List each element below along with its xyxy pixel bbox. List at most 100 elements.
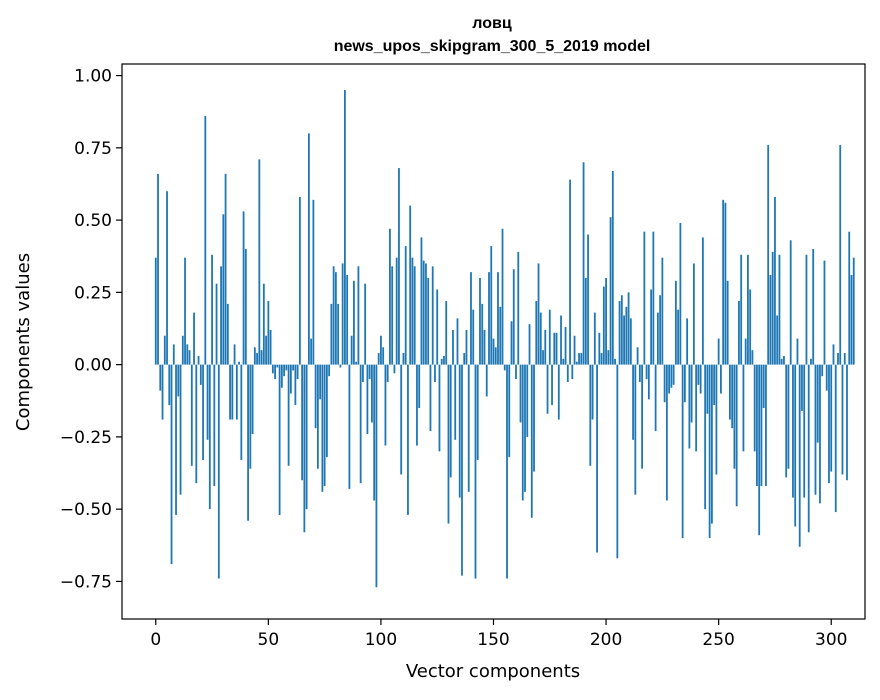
bar-107 xyxy=(395,257,398,365)
bar-69 xyxy=(310,338,313,365)
bar-287 xyxy=(801,364,803,411)
bar-18 xyxy=(195,364,198,484)
bar-209 xyxy=(625,306,628,365)
bar-201 xyxy=(607,350,610,365)
bar-110 xyxy=(402,353,405,365)
bar-141 xyxy=(472,309,475,365)
bar-299 xyxy=(828,364,830,484)
bar-186 xyxy=(573,335,576,365)
bar-193 xyxy=(589,364,592,466)
bar-78 xyxy=(330,303,333,365)
bar-273 xyxy=(769,275,772,365)
bar-260 xyxy=(740,254,743,365)
bar-222 xyxy=(654,364,657,432)
bar-139 xyxy=(467,364,470,492)
bar-67 xyxy=(305,364,308,510)
bar-309 xyxy=(850,275,853,365)
bar-261 xyxy=(742,364,745,452)
bar-3 xyxy=(161,364,164,420)
bar-293 xyxy=(814,364,817,495)
bar-46 xyxy=(258,159,261,365)
bar-169 xyxy=(535,301,538,365)
bar-94 xyxy=(366,364,369,435)
x-axis-label: Vector components xyxy=(406,661,580,682)
bar-274 xyxy=(771,251,774,365)
bar-38 xyxy=(240,364,243,461)
bar-66 xyxy=(303,364,306,533)
bar-306 xyxy=(843,353,846,365)
bar-108 xyxy=(398,168,400,365)
bar-203 xyxy=(611,170,614,365)
bar-253 xyxy=(724,202,727,365)
y-tick-label: 1.00 xyxy=(74,67,112,87)
bar-123 xyxy=(431,266,434,365)
bar-13 xyxy=(184,257,186,365)
bar-243 xyxy=(701,237,704,365)
bar-178 xyxy=(555,332,558,365)
bar-298 xyxy=(825,364,828,391)
bar-254 xyxy=(726,280,729,365)
bar-129 xyxy=(445,301,448,365)
bar-48 xyxy=(262,283,265,365)
bar-250 xyxy=(717,338,720,365)
bar-177 xyxy=(553,332,556,365)
bar-85 xyxy=(346,275,349,365)
bar-221 xyxy=(652,231,655,365)
bar-88 xyxy=(353,280,355,365)
bars-group xyxy=(154,90,855,588)
plot-frame xyxy=(121,63,866,620)
bar-71 xyxy=(314,364,317,429)
bar-55 xyxy=(278,364,281,515)
bar-65 xyxy=(301,364,304,481)
bar-225 xyxy=(661,257,664,365)
bar-106 xyxy=(393,364,396,374)
bar-262 xyxy=(744,338,747,365)
bar-121 xyxy=(427,277,430,365)
bar-235 xyxy=(683,364,686,403)
bar-45 xyxy=(256,353,258,365)
bar-167 xyxy=(530,364,533,518)
bar-0 xyxy=(154,257,157,365)
bar-113 xyxy=(409,205,412,365)
bar-128 xyxy=(443,355,445,365)
bar-303 xyxy=(837,353,839,365)
bar-202 xyxy=(609,217,612,365)
bar-162 xyxy=(519,364,522,423)
bar-5 xyxy=(166,191,168,365)
x-tick-label: 50 xyxy=(258,630,280,650)
y-tick-label: 0.00 xyxy=(74,356,112,376)
bar-2 xyxy=(159,364,162,391)
bar-1 xyxy=(157,173,159,365)
y-tick-label: −0.25 xyxy=(60,428,112,448)
bar-249 xyxy=(715,364,718,475)
bar-137 xyxy=(463,353,466,365)
bar-224 xyxy=(659,295,662,365)
bar-117 xyxy=(418,364,421,408)
bar-210 xyxy=(627,292,630,365)
bar-218 xyxy=(645,364,648,380)
bar-240 xyxy=(695,364,698,452)
bar-157 xyxy=(508,364,511,458)
bar-27 xyxy=(215,283,218,365)
bar-58 xyxy=(285,364,288,371)
bar-9 xyxy=(175,364,177,515)
bar-302 xyxy=(834,364,837,513)
bar-91 xyxy=(359,364,362,484)
bar-187 xyxy=(575,361,578,365)
bar-211 xyxy=(629,318,632,365)
x-tick-label: 100 xyxy=(365,630,397,650)
bar-60 xyxy=(289,364,292,394)
bar-74 xyxy=(321,364,324,492)
bar-255 xyxy=(729,364,731,420)
bar-109 xyxy=(400,364,403,475)
bar-270 xyxy=(762,364,765,408)
bar-269 xyxy=(760,364,763,487)
bar-153 xyxy=(499,306,502,365)
bar-120 xyxy=(425,263,427,365)
bar-114 xyxy=(411,257,414,365)
bar-296 xyxy=(821,364,824,377)
bar-32 xyxy=(226,303,229,365)
bar-307 xyxy=(846,364,848,481)
bar-142 xyxy=(474,364,477,579)
